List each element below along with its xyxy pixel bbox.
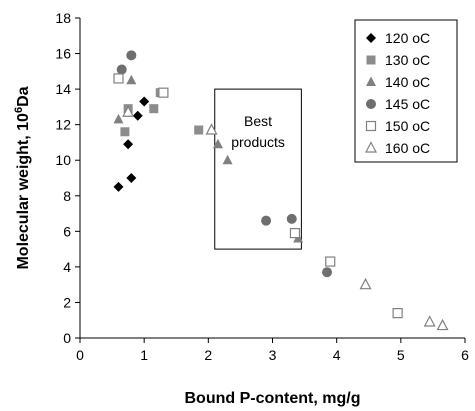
data-point [325, 256, 336, 267]
y-tick-label: 14 [55, 81, 71, 97]
legend-label: 140 oC [385, 74, 430, 90]
x-tick-label: 5 [397, 347, 405, 363]
legend: 120 oC 130 oC 140 oC 145 oC 150 oC 160 oC [354, 19, 458, 163]
data-point [116, 64, 127, 75]
y-tick-label: 10 [55, 152, 71, 168]
data-point [149, 104, 159, 114]
legend-label: 130 oC [385, 52, 430, 68]
legend-item: 145 oC [366, 96, 430, 112]
data-point [322, 267, 333, 278]
data-point [113, 73, 124, 84]
data-point [423, 315, 436, 327]
annotation-layer: Best products [214, 88, 302, 250]
y-tick-label: 18 [55, 10, 71, 26]
legend-box [354, 19, 458, 163]
legend-label: 145 oC [385, 96, 430, 112]
data-point [126, 50, 137, 61]
best-products-label-line2: products [231, 134, 285, 150]
y-axis-title: Molecular weight, 106Da [13, 86, 32, 269]
data-point [126, 173, 137, 183]
series-4 [113, 73, 403, 319]
best-products-label-line1: Best [244, 113, 272, 129]
y-tick-label: 8 [63, 188, 71, 204]
data-point [261, 215, 272, 226]
legend-marker [366, 76, 376, 86]
series-0 [113, 96, 150, 192]
legend-item: 140 oC [366, 74, 430, 90]
legend-label: 150 oC [385, 118, 430, 134]
legend-marker [366, 55, 376, 65]
data-point [205, 123, 218, 135]
data-point [359, 277, 372, 290]
x-tick-label: 1 [140, 347, 148, 363]
data-point [158, 87, 169, 98]
data-point [436, 318, 449, 331]
legend-label: 120 oC [385, 30, 430, 46]
y-tick-label: 0 [63, 330, 71, 346]
y-tick-label: 12 [55, 117, 71, 133]
data-point [113, 113, 124, 124]
data-point [212, 138, 223, 149]
x-tick-label: 6 [461, 347, 469, 363]
data-point [286, 213, 297, 224]
y-tick-label: 4 [63, 259, 71, 275]
y-axis-title-main: Molecular weight, 10 [15, 113, 32, 270]
x-tick-label: 2 [204, 347, 212, 363]
series-5 [122, 105, 449, 331]
y-axis-title-unit: Da [15, 86, 32, 107]
data-point [122, 105, 135, 117]
series-3 [116, 50, 333, 278]
data-point [392, 308, 403, 319]
data-point [289, 228, 301, 239]
data-point [120, 127, 130, 137]
x-tick-label: 0 [76, 347, 84, 363]
data-point [113, 181, 124, 192]
series-2 [113, 74, 304, 243]
data-point [126, 74, 137, 85]
y-axis-title-superscript: 6 [13, 107, 25, 113]
legend-marker [366, 99, 376, 109]
legend-item: 120 oC [366, 30, 430, 46]
legend-label: 160 oC [385, 140, 430, 156]
data-point [132, 110, 143, 121]
data-point [139, 96, 150, 107]
points-layer [113, 50, 449, 331]
best-products-box [214, 88, 302, 250]
legend-item: 130 oC [366, 52, 430, 68]
x-tick-label: 4 [333, 347, 341, 363]
legend-item: 150 oC [365, 118, 430, 134]
y-tick-label: 16 [55, 46, 71, 62]
legend-marker [365, 141, 377, 153]
data-point [194, 125, 204, 135]
data-point [222, 154, 233, 165]
x-axis-title: Bound P-content, mg/g [185, 390, 361, 407]
legend-item: 160 oC [365, 140, 430, 156]
legend-marker [365, 120, 377, 132]
legend-marker [366, 33, 376, 43]
y-tick-label: 6 [63, 223, 71, 239]
y-tick-label: 2 [63, 294, 71, 310]
data-point [123, 139, 134, 150]
x-tick-label: 3 [269, 347, 277, 363]
